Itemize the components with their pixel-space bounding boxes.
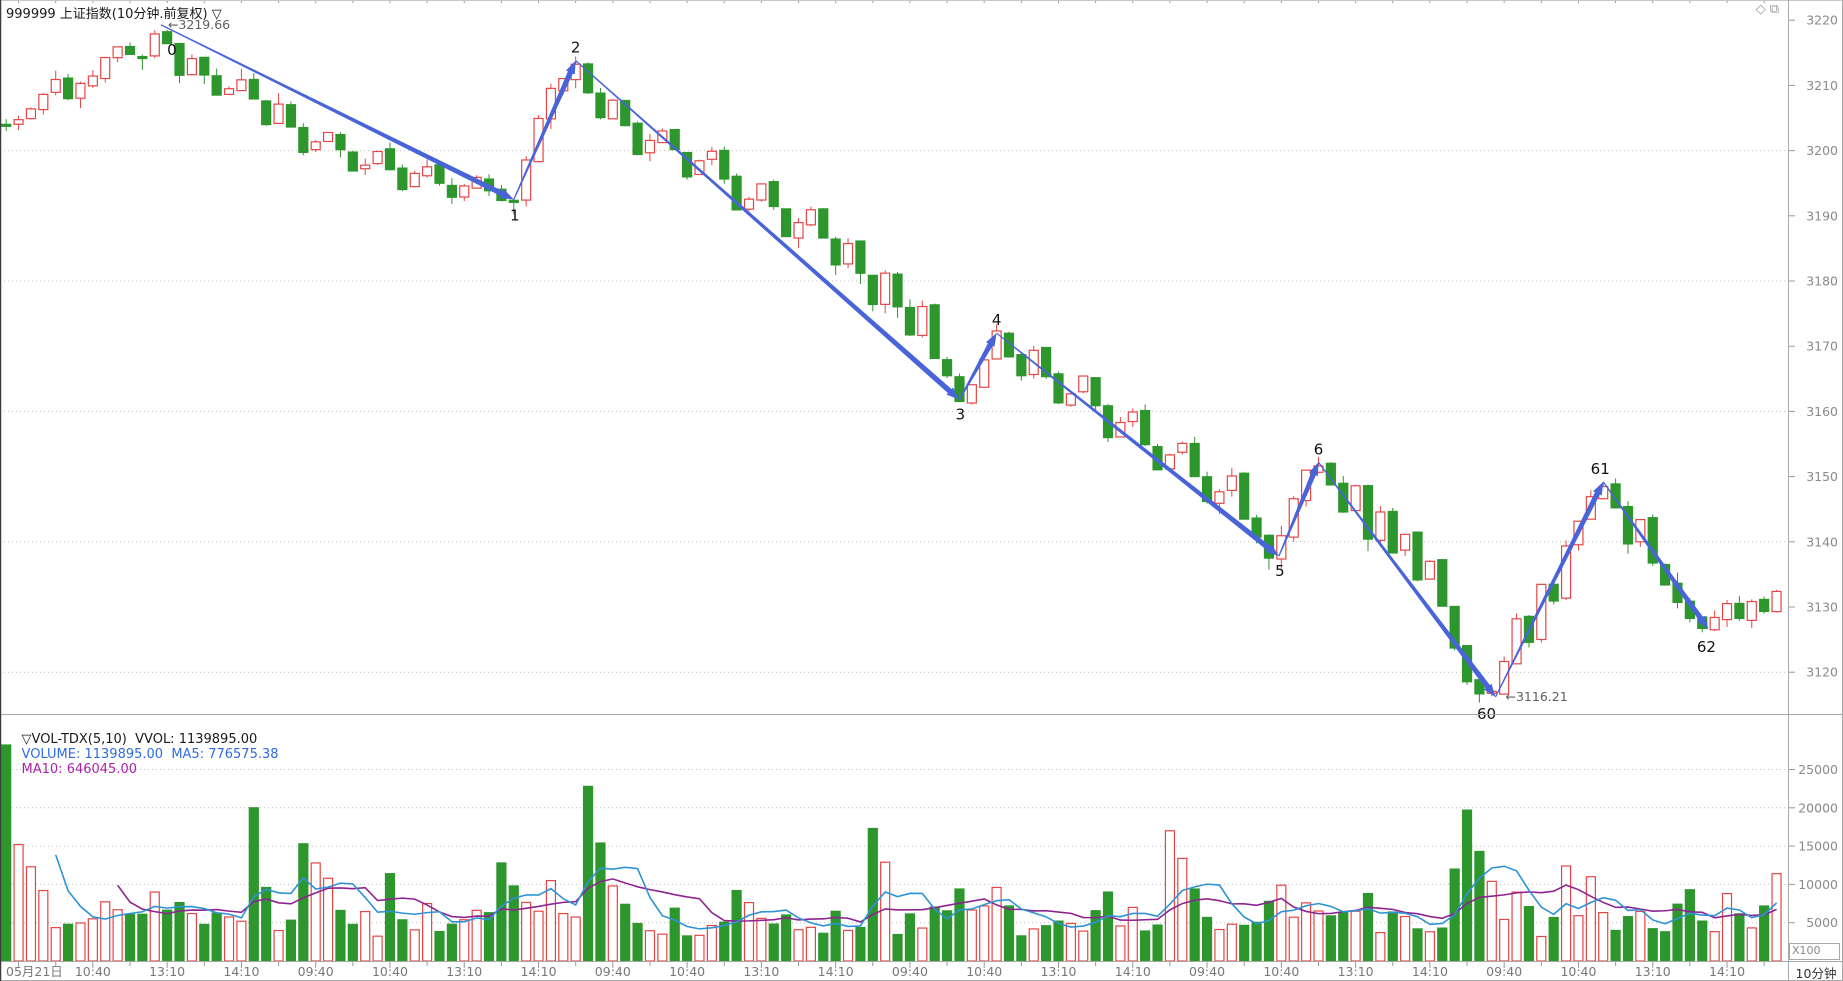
time-tick-label: 13:10 bbox=[1040, 964, 1076, 979]
time-tick-label: 09:40 bbox=[298, 964, 334, 979]
time-tick-label: 13:10 bbox=[1338, 964, 1374, 979]
pivot-label: 61 bbox=[1591, 460, 1610, 478]
time-tick-label: 14:10 bbox=[1412, 964, 1448, 979]
volume-tick-label: 15000 bbox=[1798, 839, 1838, 854]
pivot-label: 5 bbox=[1275, 562, 1285, 580]
price-tick-label: 3170 bbox=[1806, 339, 1838, 354]
time-tick-label: 13:10 bbox=[743, 964, 779, 979]
zigzag-segment bbox=[575, 60, 960, 400]
pivot-label: 60 bbox=[1477, 705, 1496, 723]
time-tick-label: 14:10 bbox=[818, 964, 854, 979]
pivot-label: 1 bbox=[510, 207, 520, 225]
price-tick-label: 3120 bbox=[1806, 665, 1838, 680]
time-tick-label: 09:40 bbox=[1189, 964, 1225, 979]
volume-tick-label: 20000 bbox=[1798, 800, 1838, 815]
zigzag-overlay bbox=[160, 24, 1709, 698]
price-tick-label: 3150 bbox=[1806, 469, 1838, 484]
time-tick-label: 10:40 bbox=[966, 964, 1002, 979]
vol-indicator-label[interactable]: ▽VOL-TDX(5,10) VVOL: 1139895.00 bbox=[21, 732, 258, 747]
pivot-label: 6 bbox=[1314, 440, 1324, 458]
time-tick-label: 05月21日 bbox=[6, 964, 63, 979]
volume-series bbox=[1, 744, 1782, 962]
price-axis-labels: 3220 3210 3200 3190 3180 3170 3160 3150 3140 3130… bbox=[1789, 13, 1838, 680]
zigzag-segment bbox=[958, 333, 997, 400]
time-tick-label: 10:40 bbox=[372, 964, 408, 979]
zigzag-segment bbox=[160, 24, 514, 200]
volume-axis-labels: 25000 20000 15000 10000 5000 bbox=[1789, 762, 1838, 930]
price-tick-label: 3160 bbox=[1806, 404, 1838, 419]
price-tick-label: 3210 bbox=[1806, 78, 1838, 93]
zigzag-segment bbox=[1318, 461, 1496, 697]
pivot-label: 62 bbox=[1697, 638, 1716, 656]
pivot-label: 2 bbox=[571, 39, 581, 57]
zigzag-segment bbox=[1278, 462, 1319, 557]
time-tick-label: 10:40 bbox=[75, 964, 111, 979]
price-tick-label: 3220 bbox=[1806, 13, 1838, 28]
time-tick-label: 14:10 bbox=[1115, 964, 1151, 979]
pivot-label: 0 bbox=[167, 41, 177, 59]
price-tick-label: 3200 bbox=[1806, 143, 1838, 158]
time-tick-label: 09:40 bbox=[595, 964, 631, 979]
volume-tick-label: 25000 bbox=[1798, 762, 1838, 777]
time-tick-label: 13:10 bbox=[446, 964, 482, 979]
zigzag-segment bbox=[1494, 481, 1604, 698]
pivot-label: 4 bbox=[992, 311, 1002, 329]
volume-indicator-header: ▽VOL-TDX(5,10) VVOL: 1139895.00 VOLUME: … bbox=[5, 717, 293, 792]
volume-tick-label: 5000 bbox=[1806, 915, 1838, 930]
time-tick-label: 14:10 bbox=[223, 964, 259, 979]
time-tick-label: 13:10 bbox=[1635, 964, 1671, 979]
price-flag-label: ←3116.21 bbox=[1506, 689, 1568, 704]
time-tick-label: 09:40 bbox=[1486, 964, 1522, 979]
period-label[interactable]: 10分钟 bbox=[1795, 966, 1837, 981]
time-tick-label: 10:40 bbox=[669, 964, 705, 979]
time-tick-label: 14:10 bbox=[521, 964, 557, 979]
vol-ma5-value: VOLUME: 1139895.00 MA5: 776575.38 bbox=[21, 747, 279, 762]
price-tick-label: 3130 bbox=[1806, 600, 1838, 615]
volume-ma10-line bbox=[116, 878, 1777, 923]
price-tick-label: 3190 bbox=[1806, 208, 1838, 223]
volume-ma5-line bbox=[54, 854, 1778, 930]
volume-tick-label: 10000 bbox=[1798, 877, 1838, 892]
time-axis[interactable]: 05月21日 10:40 13:10 14:10 09:40 10:40 13:10 14:1… bbox=[6, 962, 1765, 979]
time-tick-label: 14:10 bbox=[1709, 964, 1745, 979]
zigzag-segment bbox=[513, 60, 576, 200]
candlestick-series bbox=[1, 29, 1782, 703]
overlap-squares-icon[interactable]: ⧉ bbox=[1769, 2, 1783, 17]
time-tick-label: 10:40 bbox=[1263, 964, 1299, 979]
zigzag-segment bbox=[1602, 481, 1709, 630]
vol-ma10-value: MA10: 646045.00 bbox=[21, 762, 137, 777]
volume-unit-badge: X100 bbox=[1789, 943, 1840, 960]
price-tick-label: 3180 bbox=[1806, 274, 1838, 289]
zigzag-segment bbox=[996, 332, 1279, 557]
diamond-icon[interactable]: ◇ bbox=[1755, 2, 1770, 17]
price-flag-label: ←3219.66 bbox=[168, 17, 230, 32]
time-tick-label: 13:10 bbox=[149, 964, 185, 979]
corner-icons: ◇⧉ bbox=[1756, 2, 1783, 17]
price-tick-label: 3140 bbox=[1806, 534, 1838, 549]
pivot-label: 3 bbox=[956, 406, 966, 424]
pivot-labels: 0 ←3219.66 1 2 3 4 5 6 60 ←3116.21 61 62 bbox=[167, 17, 1716, 723]
time-tick-label: 10:40 bbox=[1560, 964, 1596, 979]
time-tick-label: 09:40 bbox=[892, 964, 928, 979]
symbol-title[interactable]: 999999 上证指数(10分钟.前复权) ▽ bbox=[6, 7, 222, 22]
